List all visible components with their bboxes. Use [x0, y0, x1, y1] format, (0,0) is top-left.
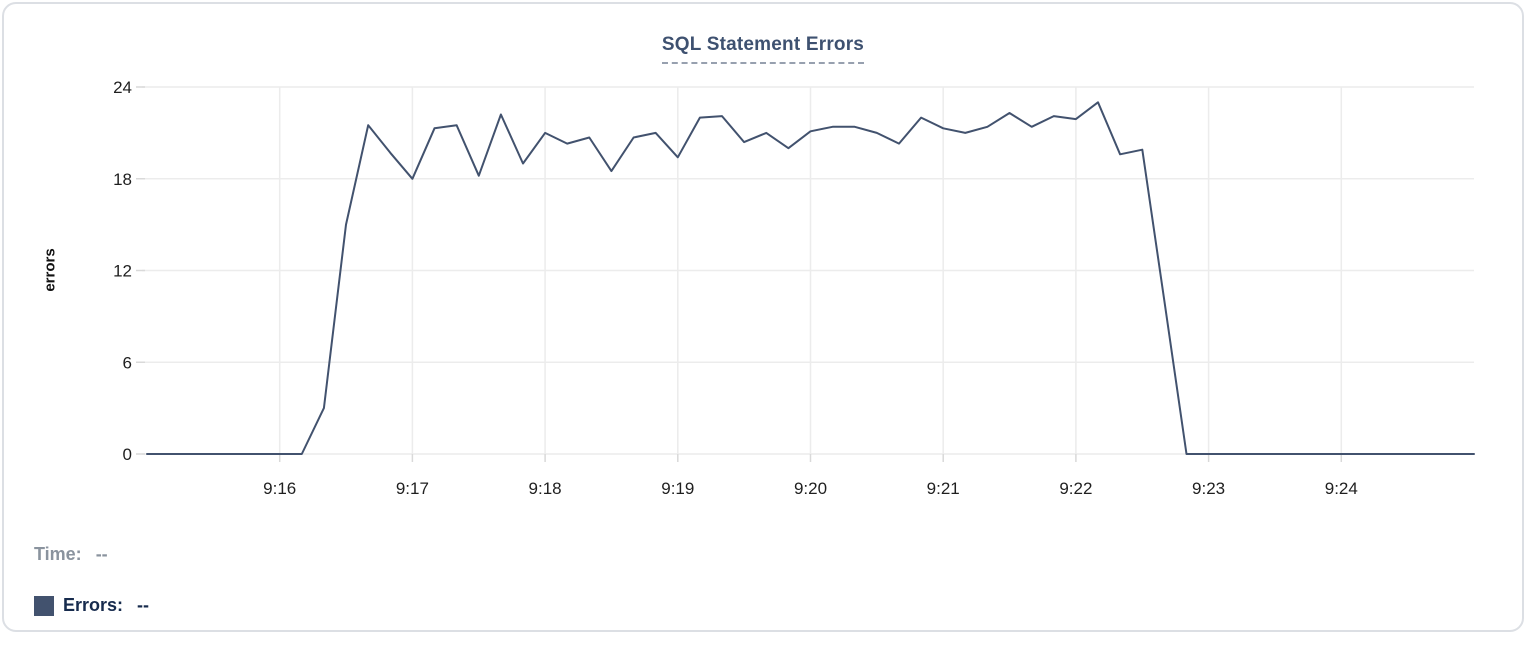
errors-line: [146, 101, 1475, 455]
chart-card: SQL Statement Errors errors 0 6 12 18 24 9:16…: [2, 2, 1524, 632]
chart-title: SQL Statement Errors: [661, 34, 865, 64]
x-tick-label: 9:19: [661, 479, 694, 498]
legend-errors-label: Errors:: [63, 595, 124, 615]
y-tick-label: 18: [113, 170, 132, 189]
x-tick-label: 9:23: [1192, 479, 1225, 498]
x-tick-label: 9:22: [1059, 479, 1092, 498]
legend-color-swatch-icon: [34, 595, 54, 616]
x-tick-label: 9:20: [794, 479, 827, 498]
y-tick-label: 24: [113, 78, 132, 97]
x-tick-label: 9:16: [263, 479, 296, 498]
x-tick-label: 9:21: [927, 479, 960, 498]
y-tick-label: 12: [113, 262, 132, 281]
x-tick-label: 9:24: [1325, 479, 1358, 498]
legend-time-value: --: [95, 544, 108, 564]
legend-time-label: Time:: [34, 544, 82, 564]
x-tick-label: 9:18: [529, 479, 562, 498]
x-tick-label: 9:17: [396, 479, 429, 498]
errors-line-chart[interactable]: 0 6 12 18 24 9:16 9:17 9:18 9:19 9:20 9:21 9:22 9:23…: [4, 4, 1528, 509]
chart-header: SQL Statement Errors: [4, 34, 1522, 64]
y-tick-label: 0: [123, 445, 132, 464]
y-tick-label: 6: [123, 353, 132, 372]
legend-time-row: Time: --: [34, 544, 108, 565]
legend-errors-row: Errors: --: [34, 595, 149, 616]
legend-errors-value: --: [137, 595, 150, 615]
